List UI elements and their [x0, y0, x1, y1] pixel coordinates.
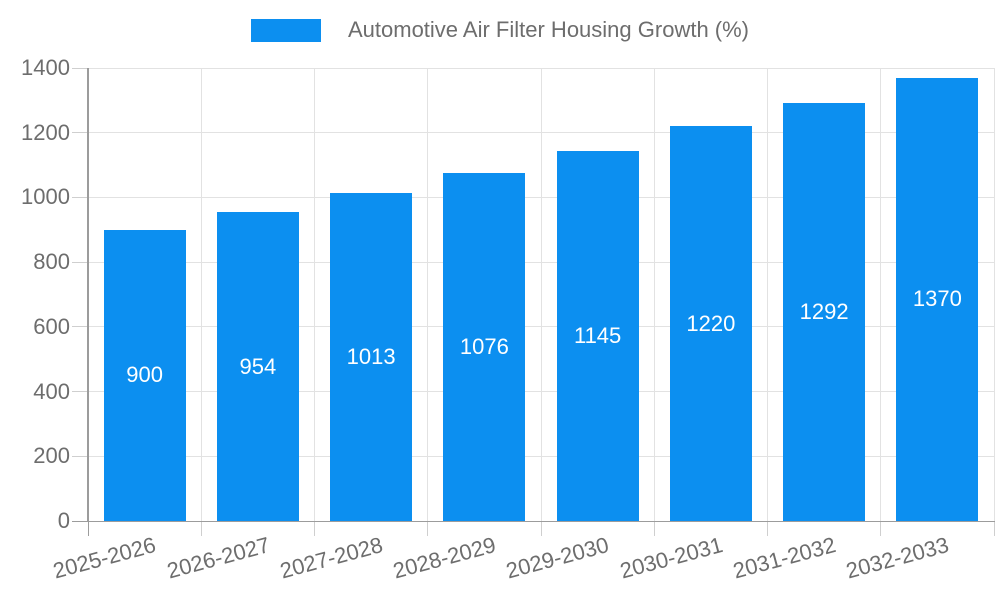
- bar-value-label: 1013: [346, 344, 396, 370]
- gridline-vertical: [767, 68, 768, 521]
- y-axis-tick: [72, 520, 88, 522]
- bar-value-label: 1145: [573, 322, 622, 348]
- y-axis-tick: [72, 196, 88, 198]
- bar-value-label: 1220: [686, 310, 736, 336]
- x-axis-tick: [540, 521, 542, 536]
- y-axis-line: [87, 68, 89, 521]
- x-axis-tick-label: 2031-2032: [730, 532, 839, 584]
- bar[interactable]: 954: [216, 212, 299, 521]
- x-axis-tick: [427, 521, 429, 536]
- y-axis-tick-label: 1200: [21, 119, 70, 145]
- x-axis-tick-label: 2025-2026: [50, 532, 159, 584]
- y-axis-tick-label: 200: [33, 443, 70, 469]
- bar-value-label: 954: [239, 353, 277, 379]
- bar-value-label: 1370: [912, 286, 962, 312]
- bar-value-label: 900: [126, 362, 163, 388]
- y-axis-tick: [72, 132, 88, 134]
- bar[interactable]: 1013: [330, 193, 413, 521]
- x-axis-tick: [314, 521, 315, 536]
- y-axis-tick-label: 400: [33, 378, 70, 404]
- x-axis-tick-label: 2028-2029: [390, 532, 499, 584]
- x-axis-tick-label: 2026-2027: [163, 532, 273, 584]
- x-axis-tick: [200, 521, 202, 536]
- bar[interactable]: 1145: [556, 150, 639, 521]
- y-axis-tick-label: 800: [33, 249, 70, 275]
- bar[interactable]: 1292: [783, 102, 866, 521]
- gridline-vertical: [653, 68, 655, 521]
- bar[interactable]: 1076: [443, 172, 526, 521]
- y-axis-tick: [72, 261, 88, 263]
- y-axis-tick-label: 0: [57, 508, 70, 533]
- legend-swatch[interactable]: [250, 18, 321, 42]
- bar[interactable]: 1220: [669, 126, 752, 521]
- bar-value-label: 1076: [459, 333, 509, 359]
- legend-label: Automotive Air Filter Housing Growth (%): [347, 17, 750, 42]
- y-axis-tick: [72, 391, 88, 393]
- x-axis-tick: [653, 521, 655, 536]
- y-axis-tick: [72, 326, 88, 328]
- y-axis-tick: [72, 67, 88, 69]
- x-axis-tick: [880, 521, 882, 536]
- gridline-vertical: [314, 68, 315, 521]
- x-axis-tick-label: 2027-2028: [277, 532, 386, 584]
- x-axis-tick-label: 2032-2033: [843, 532, 952, 584]
- x-axis-tick: [767, 521, 768, 536]
- gridline-vertical: [880, 68, 882, 521]
- y-axis-tick-label: 600: [33, 313, 70, 339]
- y-axis-tick-label: 1000: [21, 184, 70, 210]
- x-axis-line: [87, 520, 995, 522]
- gridline-vertical: [993, 68, 995, 521]
- y-axis-tick: [72, 455, 88, 457]
- x-axis-tick: [87, 521, 89, 536]
- x-axis-tick: [993, 521, 995, 536]
- x-axis-tick-label: 2029-2030: [503, 532, 612, 584]
- gridline-vertical: [427, 68, 429, 521]
- legend[interactable]: Automotive Air Filter Housing Growth (%): [0, 17, 1000, 43]
- gridline-vertical: [540, 68, 542, 521]
- bar[interactable]: 1370: [896, 77, 979, 521]
- y-axis-tick-label: 1400: [21, 55, 70, 80]
- bar-value-label: 1292: [799, 298, 849, 324]
- x-axis-tick-label: 2030-2031: [616, 532, 726, 584]
- gridline-vertical: [200, 68, 202, 521]
- bar[interactable]: 900: [103, 229, 186, 521]
